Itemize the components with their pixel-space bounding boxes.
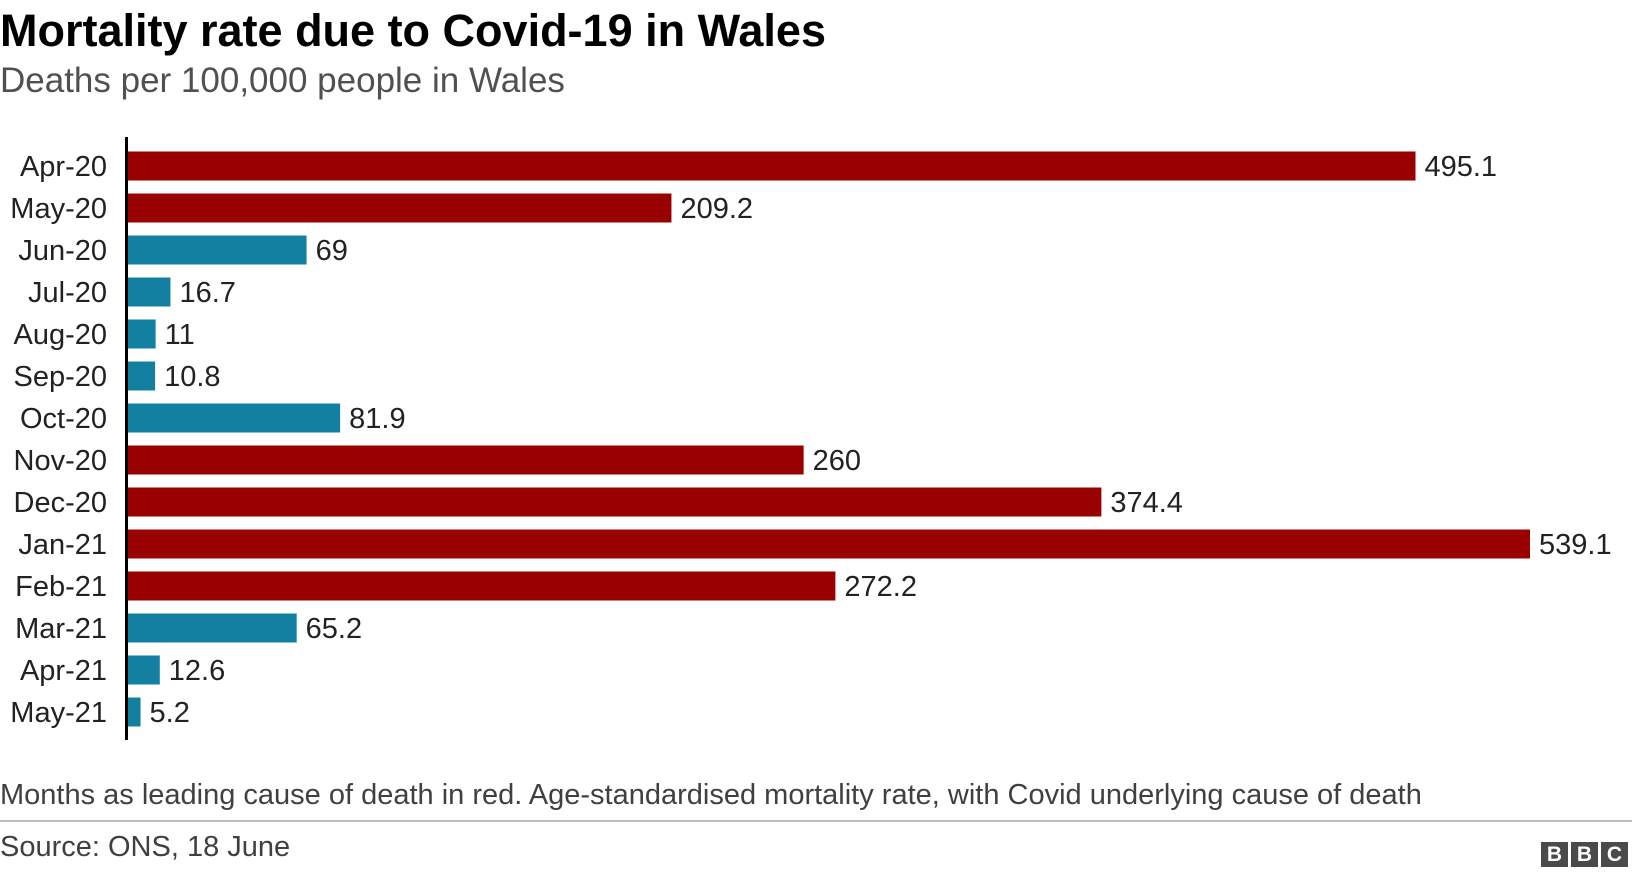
value-label: 260 [813, 445, 861, 477]
category-label: Mar-21 [15, 613, 107, 645]
category-label: Aug-20 [13, 319, 107, 351]
bar [127, 403, 341, 433]
source-text: Source: ONS, 18 June [0, 831, 291, 863]
category-label: Oct-20 [20, 403, 107, 435]
bar [127, 319, 156, 349]
category-label: May-21 [10, 697, 107, 729]
category-label: Jun-20 [18, 235, 107, 267]
value-label: 81.9 [349, 403, 405, 435]
value-label: 10.8 [164, 361, 220, 393]
bar [127, 277, 171, 307]
footer-divider [0, 820, 1632, 822]
value-label: 16.7 [179, 277, 235, 309]
value-label: 11 [165, 319, 195, 351]
value-label: 539.1 [1539, 529, 1612, 561]
value-label: 69 [316, 235, 348, 267]
bar [127, 445, 804, 475]
category-label: Feb-21 [15, 571, 107, 603]
value-label: 495.1 [1424, 151, 1497, 183]
value-label: 209.2 [680, 193, 753, 225]
chart-note: Months as leading cause of death in red.… [0, 779, 1422, 811]
value-label: 12.6 [169, 655, 225, 687]
category-label: Jul-20 [28, 277, 107, 309]
value-label: 272.2 [844, 571, 917, 603]
bar [127, 151, 1416, 181]
bbc-logo-letter: B [1571, 842, 1598, 867]
value-label: 374.4 [1110, 487, 1183, 519]
category-label: Nov-20 [14, 445, 108, 477]
category-label: Apr-21 [20, 655, 107, 687]
value-label: 65.2 [306, 613, 362, 645]
bar [127, 361, 156, 391]
bar [127, 193, 672, 223]
category-label: Sep-20 [13, 361, 107, 393]
category-label: Dec-20 [14, 487, 108, 519]
chart-title: Mortality rate due to Covid-19 in Wales [0, 5, 826, 56]
value-label: 5.2 [150, 697, 190, 729]
bar [127, 487, 1102, 517]
bar [127, 655, 160, 685]
bar [127, 529, 1530, 559]
bar [127, 697, 141, 727]
chart-subtitle: Deaths per 100,000 people in Wales [0, 61, 565, 100]
category-label: Apr-20 [20, 151, 107, 183]
bbc-logo: B B C [1541, 842, 1628, 867]
bar [127, 571, 836, 601]
category-label: May-20 [10, 193, 107, 225]
category-label: Jan-21 [18, 529, 107, 561]
bar [127, 235, 307, 265]
bar [127, 613, 297, 643]
bar-chart: Apr-20 495.1 May-20 209.2 Jun-20 69 Jul-20 16.7… [10, 137, 1612, 740]
bbc-logo-letter: C [1601, 842, 1628, 867]
bbc-logo-letter: B [1541, 842, 1568, 867]
